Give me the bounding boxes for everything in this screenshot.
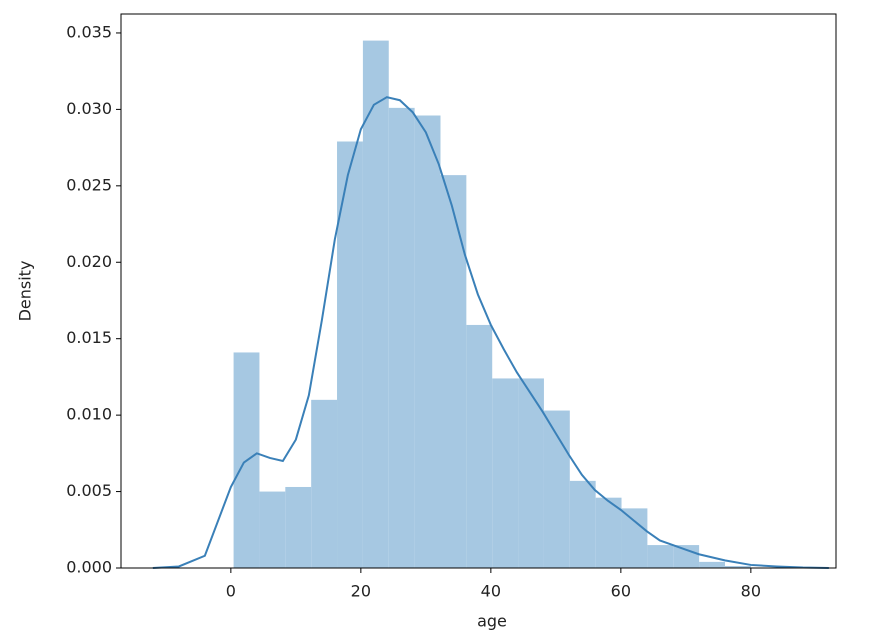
x-tick-label: 80 (741, 582, 761, 601)
bar (647, 545, 674, 568)
bar (673, 545, 700, 568)
y-tick-label: 0.005 (66, 481, 112, 500)
y-tick-label: 0.030 (66, 99, 112, 118)
bar (569, 480, 596, 568)
y-tick-label: 0.025 (66, 175, 112, 194)
bar (595, 497, 622, 568)
bar (492, 378, 519, 568)
bar (362, 40, 389, 568)
y-axis-label: Density (16, 261, 35, 322)
x-tick-label: 0 (226, 582, 236, 601)
kde-line (152, 96, 829, 569)
plot-frame (120, 13, 837, 569)
bar (621, 508, 648, 568)
x-tick-label: 40 (481, 582, 501, 601)
x-tick-label: 20 (351, 582, 371, 601)
bar (414, 115, 441, 568)
bar (337, 141, 363, 568)
bar (388, 107, 415, 568)
x-axis-label: age (477, 612, 507, 631)
y-tick-label: 0.035 (66, 22, 112, 41)
bar (466, 324, 493, 568)
bar (285, 486, 312, 568)
x-tick-label: 60 (611, 582, 631, 601)
bar (311, 399, 338, 568)
y-tick-label: 0.020 (66, 252, 112, 271)
bar (518, 378, 544, 568)
y-tick-label: 0.000 (66, 558, 112, 577)
bar (259, 491, 286, 568)
bar (724, 566, 751, 568)
bar (440, 175, 467, 568)
y-tick-label: 0.015 (66, 328, 112, 347)
y-tick-label: 0.010 (66, 405, 112, 424)
bar (699, 561, 725, 568)
